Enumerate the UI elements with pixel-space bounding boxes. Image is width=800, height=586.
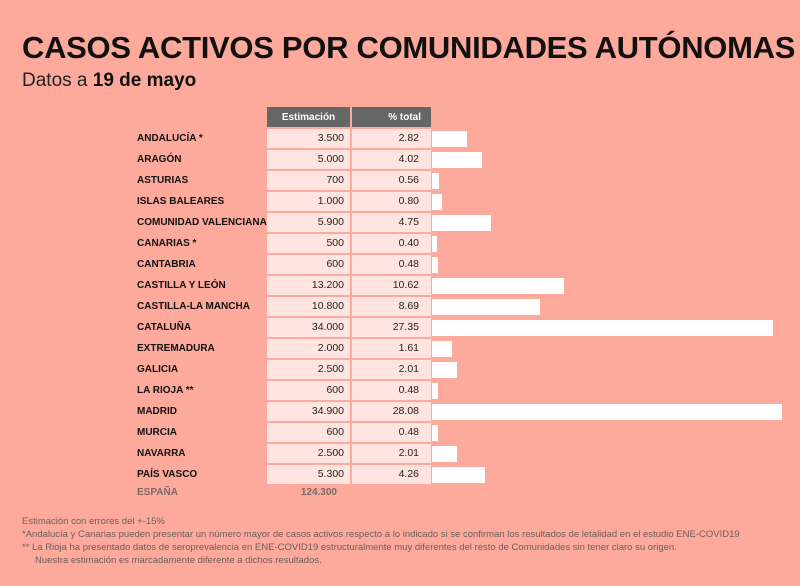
bar [432, 278, 565, 294]
footnote-error: Estimación con errores del +-15% [22, 516, 165, 527]
row-percent: 10.62 [352, 276, 431, 295]
row-percent: 28.08 [352, 402, 431, 421]
table-row: EXTREMADURA 2.000 1.61 [0, 338, 800, 359]
bar [432, 383, 438, 399]
row-estimate: 1.000 [267, 192, 350, 211]
row-percent: 1.61 [352, 339, 431, 358]
bar [432, 446, 458, 462]
bar [432, 341, 453, 357]
row-percent: 4.75 [352, 213, 431, 232]
footnote-estimate-difference: Nuestra estimación es marcadamente difer… [35, 555, 322, 566]
row-label: MADRID [137, 406, 177, 417]
bar [432, 215, 492, 231]
column-header-percent: % total [352, 107, 431, 127]
table-row: CASTILLA-LA MANCHA 10.800 8.69 [0, 296, 800, 317]
table-row: PAÍS VASCO 5.300 4.26 [0, 464, 800, 485]
row-estimate: 2.500 [267, 444, 350, 463]
table-row: MURCIA 600 0.48 [0, 422, 800, 443]
total-value: 124.300 [300, 487, 337, 498]
table-row: NAVARRA 2.500 2.01 [0, 443, 800, 464]
row-estimate: 700 [267, 171, 350, 190]
bar [432, 131, 468, 147]
row-estimate: 13.200 [267, 276, 350, 295]
table-row: CANARIAS * 500 0.40 [0, 233, 800, 254]
row-estimate: 34.900 [267, 402, 350, 421]
footnotes: Estimación con errores del +-15% *Andalu… [22, 515, 740, 567]
row-percent: 8.69 [352, 297, 431, 316]
row-percent: 0.48 [352, 255, 431, 274]
bar [432, 194, 442, 210]
bar [432, 236, 437, 252]
bar [432, 404, 782, 420]
column-header-estimate: Estimación [267, 107, 350, 127]
table-row: GALICIA 2.500 2.01 [0, 359, 800, 380]
table-row: ARAGÓN 5.000 4.02 [0, 149, 800, 170]
row-label: CATALUÑA [137, 322, 192, 333]
row-percent: 0.40 [352, 234, 431, 253]
row-label: CASTILLA Y LEÓN [137, 280, 226, 291]
row-label: CANTABRIA [137, 259, 196, 270]
bar [432, 299, 541, 315]
row-percent: 27.35 [352, 318, 431, 337]
row-label: GALICIA [137, 364, 179, 375]
chart-subtitle: Datos a 19 de mayo [22, 70, 196, 92]
footnote-andalucia-canarias: *Andalucía y Canarias pueden presentar u… [22, 529, 740, 540]
subtitle-prefix: Datos a [22, 70, 88, 91]
row-estimate: 500 [267, 234, 350, 253]
row-estimate: 600 [267, 255, 350, 274]
table-row: ASTURIAS 700 0.56 [0, 170, 800, 191]
row-estimate: 5.300 [267, 465, 350, 484]
table-row: COMUNIDAD VALENCIANA 5.900 4.75 [0, 212, 800, 233]
total-label: ESPAÑA [137, 487, 178, 498]
row-label: COMUNIDAD VALENCIANA [137, 217, 267, 228]
row-label: EXTREMADURA [137, 343, 215, 354]
row-percent: 2.82 [352, 129, 431, 148]
table-row: ISLAS BALEARES 1.000 0.80 [0, 191, 800, 212]
row-estimate: 3.500 [267, 129, 350, 148]
row-estimate: 34.000 [267, 318, 350, 337]
bar [432, 320, 773, 336]
row-percent: 0.48 [352, 423, 431, 442]
table-row: CANTABRIA 600 0.48 [0, 254, 800, 275]
row-estimate: 10.800 [267, 297, 350, 316]
row-label: ANDALUCÍA * [137, 133, 203, 144]
bar [432, 257, 438, 273]
table-row: ANDALUCÍA * 3.500 2.82 [0, 128, 800, 149]
footnote-la-rioja: ** La Rioja ha presentado datos de serop… [22, 542, 677, 553]
row-estimate: 2.500 [267, 360, 350, 379]
table-row: MADRID 34.900 28.08 [0, 401, 800, 422]
row-label: CASTILLA-LA MANCHA [137, 301, 250, 312]
row-label: NAVARRA [137, 448, 186, 459]
row-label: ASTURIAS [137, 175, 189, 186]
row-label: ISLAS BALEARES [137, 196, 225, 207]
row-label: ARAGÓN [137, 154, 182, 165]
bar [432, 152, 483, 168]
row-percent: 4.02 [352, 150, 431, 169]
bar [432, 467, 486, 483]
row-estimate: 600 [267, 423, 350, 442]
bar [432, 362, 458, 378]
row-label: PAÍS VASCO [137, 469, 198, 480]
row-percent: 4.26 [352, 465, 431, 484]
row-label: CANARIAS * [137, 238, 197, 249]
table-row: CASTILLA Y LEÓN 13.200 10.62 [0, 275, 800, 296]
row-estimate: 2.000 [267, 339, 350, 358]
row-percent: 0.80 [352, 192, 431, 211]
row-percent: 0.48 [352, 381, 431, 400]
row-label: MURCIA [137, 427, 177, 438]
bar [432, 425, 438, 441]
row-label: LA RIOJA ** [137, 385, 194, 396]
row-estimate: 600 [267, 381, 350, 400]
row-percent: 0.56 [352, 171, 431, 190]
row-percent: 2.01 [352, 360, 431, 379]
row-estimate: 5.000 [267, 150, 350, 169]
table-row: CATALUÑA 34.000 27.35 [0, 317, 800, 338]
chart-title: CASOS ACTIVOS POR COMUNIDADES AUTÓNOMAS [22, 30, 796, 65]
row-estimate: 5.900 [267, 213, 350, 232]
table-row: LA RIOJA ** 600 0.48 [0, 380, 800, 401]
row-percent: 2.01 [352, 444, 431, 463]
subtitle-date: 19 de mayo [92, 70, 197, 91]
bar [432, 173, 439, 189]
